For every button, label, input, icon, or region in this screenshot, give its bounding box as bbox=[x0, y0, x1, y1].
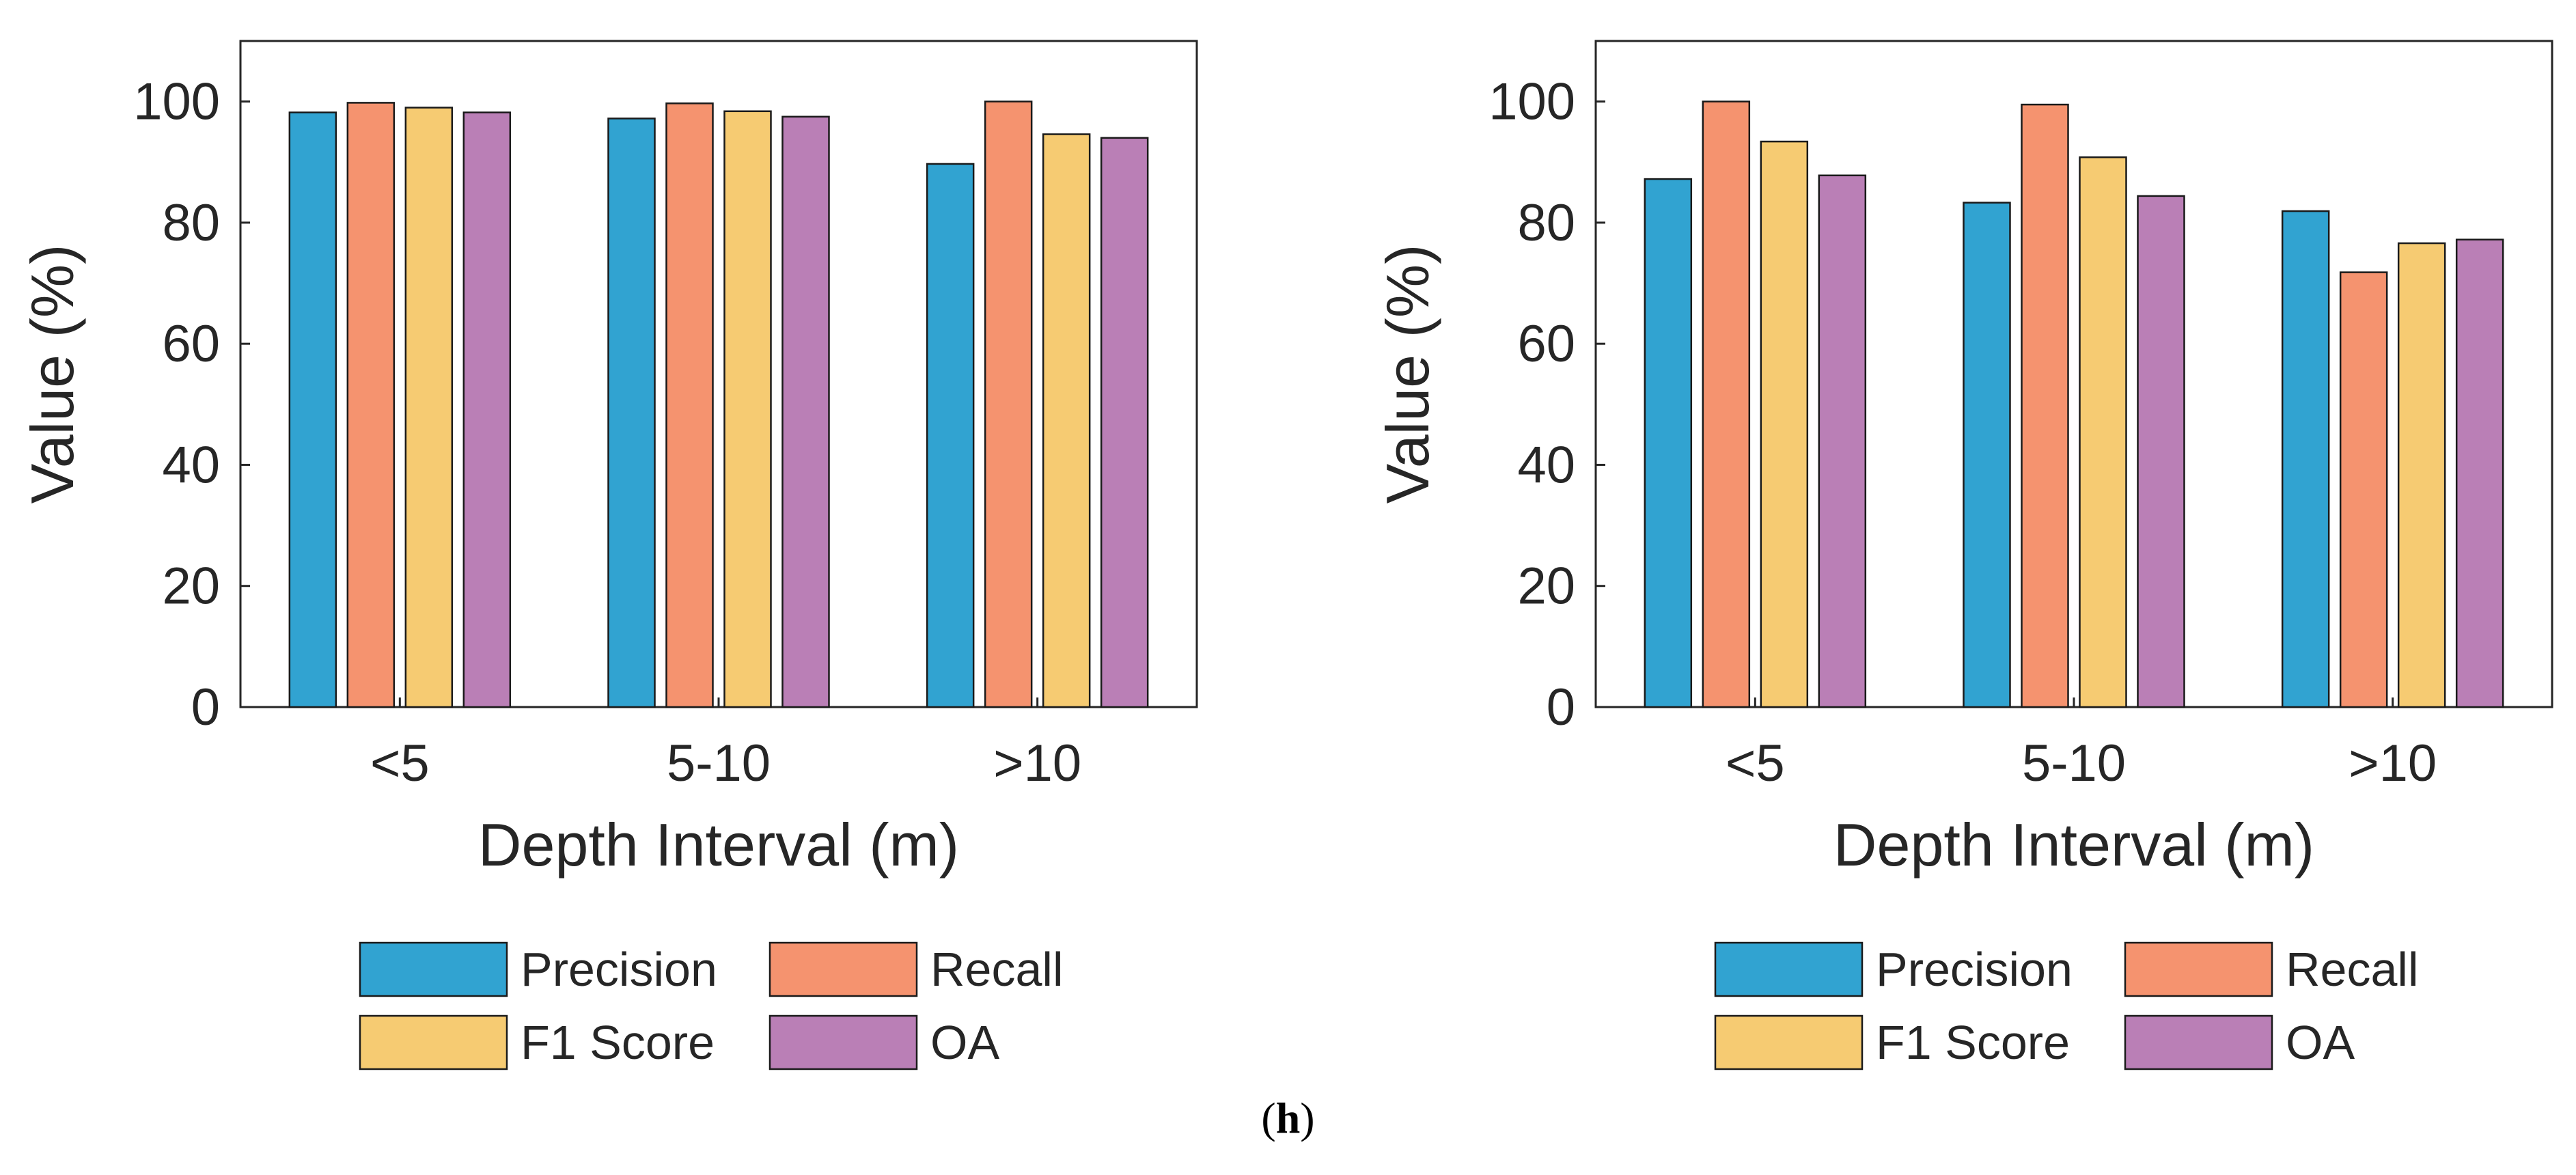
x-tick-label: 5-10 bbox=[667, 734, 771, 792]
legend-swatch-recall bbox=[2124, 941, 2273, 997]
x-tick-label: <5 bbox=[370, 734, 430, 792]
legend-swatch-f1-score bbox=[1714, 1014, 1864, 1070]
x-tick-label: 5-10 bbox=[2022, 734, 2126, 792]
y-tick-label: 60 bbox=[162, 315, 220, 373]
bar-precision-1 bbox=[288, 111, 337, 708]
bar-oa-3 bbox=[1100, 137, 1149, 708]
x-axis-label: Depth Interval (m) bbox=[478, 811, 959, 879]
bar-recall-2 bbox=[665, 102, 714, 708]
x-tick-label: >10 bbox=[993, 734, 1081, 792]
y-tick-label: 100 bbox=[133, 73, 220, 131]
bar-precision-1 bbox=[1644, 178, 1693, 708]
y-tick-label: 100 bbox=[1488, 73, 1575, 131]
bar-oa-2 bbox=[781, 115, 830, 708]
legend-label-oa: OA bbox=[2286, 1016, 2355, 1069]
y-tick-label: 40 bbox=[1517, 436, 1575, 494]
bar-oa-1 bbox=[1818, 174, 1867, 708]
legend: Precision Recall F1 Score OA bbox=[1714, 941, 2419, 1070]
chart-panel-1: <5 5-10 >10 0 20 40 60 80 100 Depth Interval (m) V… bbox=[18, 40, 1198, 1070]
legend-label-precision: Precision bbox=[1876, 943, 2073, 996]
legend-label-recall: Recall bbox=[930, 943, 1064, 996]
bar-precision-2 bbox=[1963, 202, 2011, 708]
bar-oa-2 bbox=[2137, 195, 2185, 708]
y-tick-label: 60 bbox=[1517, 315, 1575, 373]
legend-label-recall: Recall bbox=[2286, 943, 2419, 996]
bar-oa-1 bbox=[462, 111, 512, 708]
bar-recall-1 bbox=[1702, 100, 1751, 708]
x-tick-label: <5 bbox=[1726, 734, 1785, 792]
legend: Precision Recall F1 Score OA bbox=[359, 941, 1064, 1070]
bar-f1-score-3 bbox=[2397, 242, 2446, 708]
bar-recall-3 bbox=[984, 100, 1033, 708]
panel-caption: (h) bbox=[0, 1093, 2576, 1144]
x-tick-label: >10 bbox=[2349, 734, 2437, 792]
bar-recall-1 bbox=[346, 102, 396, 708]
y-tick-label: 80 bbox=[162, 194, 220, 252]
panel-caption-close: ) bbox=[1300, 1094, 1315, 1142]
legend-label-f1-score: F1 Score bbox=[521, 1016, 715, 1069]
x-axis-label: Depth Interval (m) bbox=[1833, 811, 2314, 879]
y-tick-label: 0 bbox=[191, 678, 220, 736]
bar-recall-3 bbox=[2339, 271, 2388, 708]
y-tick-label: 20 bbox=[162, 557, 220, 616]
y-tick-label: 40 bbox=[162, 436, 220, 494]
legend-swatch-precision bbox=[1714, 941, 1864, 997]
bar-f1-score-2 bbox=[2079, 156, 2127, 708]
legend-swatch-precision bbox=[359, 941, 508, 997]
bar-f1-score-3 bbox=[1042, 133, 1091, 708]
y-tick-label: 20 bbox=[1517, 557, 1575, 616]
bar-precision-3 bbox=[926, 163, 975, 708]
y-tick-label: 80 bbox=[1517, 194, 1575, 252]
legend-swatch-oa bbox=[2124, 1014, 2273, 1070]
legend-label-precision: Precision bbox=[521, 943, 717, 996]
bar-oa-3 bbox=[2455, 238, 2504, 708]
y-axis-label: Value (%) bbox=[1374, 245, 1441, 504]
legend-swatch-f1-score bbox=[359, 1014, 508, 1070]
y-axis-label: Value (%) bbox=[18, 245, 86, 504]
bar-recall-2 bbox=[2021, 103, 2069, 708]
legend-swatch-oa bbox=[768, 1014, 918, 1070]
bar-f1-score-1 bbox=[404, 107, 454, 708]
legend-label-oa: OA bbox=[930, 1016, 999, 1069]
panel-caption-letter: h bbox=[1275, 1094, 1301, 1142]
bar-precision-3 bbox=[2281, 210, 2330, 708]
bar-f1-score-2 bbox=[723, 110, 772, 708]
legend-label-f1-score: F1 Score bbox=[1876, 1016, 2070, 1069]
bar-f1-score-1 bbox=[1760, 140, 1809, 708]
legend-swatch-recall bbox=[768, 941, 918, 997]
chart-panel-2: <5 5-10 >10 0 20 40 60 80 100 Depth Interval (m) V… bbox=[1374, 40, 2553, 1070]
bar-precision-2 bbox=[607, 118, 656, 708]
y-tick-label: 0 bbox=[1547, 678, 1575, 736]
panel-caption-open: ( bbox=[1261, 1094, 1276, 1142]
